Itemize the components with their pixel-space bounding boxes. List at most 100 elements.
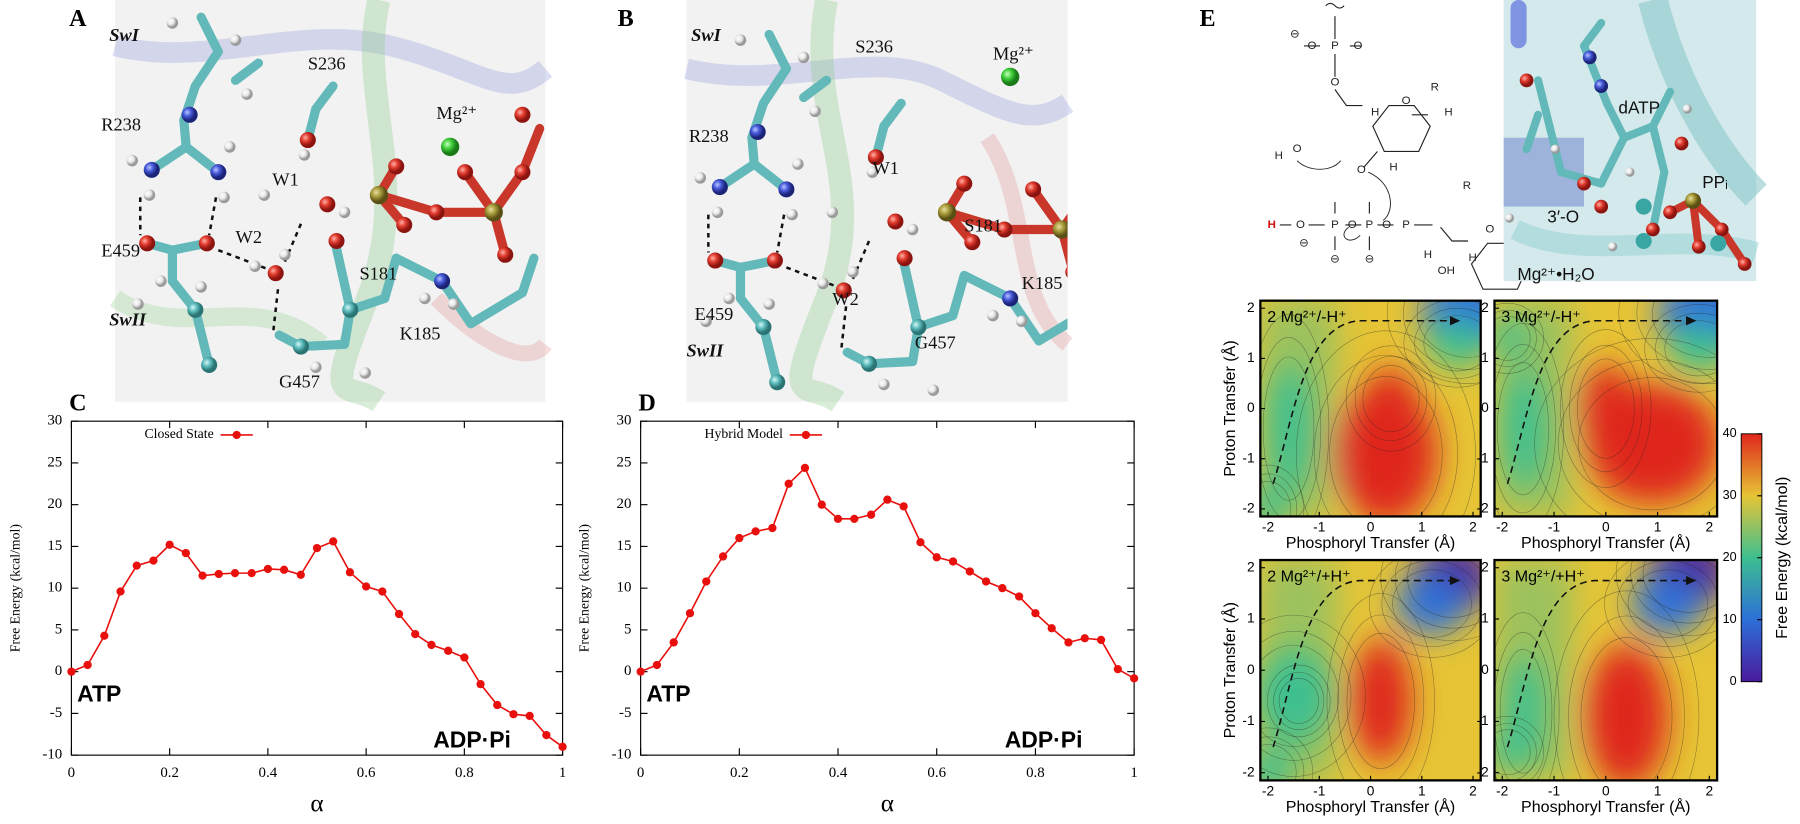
hydrogen-atom <box>987 309 999 322</box>
colorbar-tick-label: 0 <box>1730 674 1737 688</box>
water-label: W2 <box>236 227 263 247</box>
pathway-arrow <box>1506 579 1687 748</box>
hydrogen-atom <box>229 34 242 46</box>
data-point <box>263 564 273 574</box>
bond <box>942 207 1010 235</box>
bond <box>1579 18 1606 50</box>
y-tick-label: -2 <box>1476 764 1488 779</box>
surface-blob <box>1667 323 1718 374</box>
contour-line <box>1260 644 1340 747</box>
scheme-atom: H <box>1268 219 1276 231</box>
data-point <box>932 553 941 562</box>
contour-line <box>1494 323 1564 517</box>
hydrogen-atom <box>359 367 371 379</box>
contour-line <box>1260 727 1314 781</box>
y-tick-label: 1 <box>1247 611 1255 626</box>
hydrogen-atom <box>711 206 724 219</box>
y-tick-label: 15 <box>47 538 62 554</box>
contour-line <box>1260 481 1291 517</box>
nitrogen-atom <box>434 273 451 290</box>
data-point <box>866 510 876 519</box>
x-tick-label: 1 <box>1654 520 1662 535</box>
data-point <box>817 500 826 509</box>
y-tick-label: 0 <box>1247 662 1255 677</box>
data-point <box>998 584 1007 593</box>
molecule-a <box>126 12 545 379</box>
oxygen-atom <box>707 252 724 269</box>
surface-blob <box>1396 572 1468 635</box>
legend-label: Hybrid Model <box>705 426 784 441</box>
bond <box>1034 318 1068 346</box>
hydrogen-atom <box>166 17 179 29</box>
x-tick-label: 0.2 <box>730 765 749 781</box>
y-tick-label: 25 <box>617 454 632 470</box>
bond <box>1597 133 1629 188</box>
hydrogen-atom <box>1550 144 1560 154</box>
bond <box>1648 87 1675 131</box>
panel-label: E <box>1200 6 1216 32</box>
contour-surface <box>1494 300 1718 517</box>
scheme-atom: R <box>1431 81 1439 93</box>
oxygen-atom <box>1082 181 1098 197</box>
contour-line <box>1664 320 1718 377</box>
pathway-arrowhead <box>1686 575 1697 586</box>
oxygen-atom <box>457 164 474 181</box>
data-point <box>493 700 502 710</box>
active-site-image <box>1503 0 1767 282</box>
scheme-atom: P <box>1331 219 1339 231</box>
bond <box>190 47 223 91</box>
y-tick-label: -10 <box>42 747 62 763</box>
plot-frame <box>70 420 564 756</box>
oxygen-atom <box>1519 73 1534 88</box>
contour-line <box>1644 304 1718 393</box>
colorbar-label: Free Energy (kcal/mol) <box>1773 477 1791 639</box>
data-point <box>83 660 92 670</box>
carbon-atom <box>342 301 359 318</box>
legend-label: Closed State <box>144 426 213 441</box>
contour-line <box>1403 300 1481 370</box>
contour-line <box>1494 302 1544 374</box>
oxygen-atom <box>1674 136 1689 151</box>
data-point <box>883 495 892 504</box>
scheme-atom: O <box>1308 40 1317 52</box>
surface-blobs <box>1494 560 1718 781</box>
data-point <box>636 667 645 676</box>
x-tick-label: 0.8 <box>455 765 474 781</box>
carbon-atom <box>860 355 878 372</box>
x-tick-label: 0 <box>637 765 644 781</box>
structure-label: dATP <box>1618 98 1660 118</box>
contour-line <box>1414 307 1481 379</box>
surface-blob <box>1585 644 1668 781</box>
oxygen-atom <box>1737 257 1752 271</box>
data-point <box>394 609 404 619</box>
x-tick-label: 0.6 <box>927 765 946 781</box>
contour-line <box>1260 464 1305 517</box>
hydrogen-bond <box>851 240 871 280</box>
ion-label: Mg²⁺ <box>993 43 1034 63</box>
hydrogen-atom <box>258 189 270 201</box>
data-point <box>1047 624 1056 633</box>
residue-label: SwII <box>109 310 147 330</box>
oxygen-atom <box>1714 222 1729 237</box>
phosphorus-atom <box>937 203 957 222</box>
y-tick-label: 10 <box>47 580 62 596</box>
y-tick-label: 20 <box>47 496 62 512</box>
x-tick-label: 2 <box>1706 520 1714 535</box>
hydrogen-atom <box>786 208 798 221</box>
data-point <box>361 582 371 591</box>
scheme-atom: ⊖ <box>1299 237 1309 249</box>
x-tick-label: 1 <box>1654 784 1662 799</box>
bond <box>196 12 223 57</box>
carbon-atom <box>292 338 309 355</box>
surface-blob <box>1365 368 1417 429</box>
hydrogen-atom <box>195 281 207 293</box>
nitrogen-atom <box>1002 290 1019 307</box>
hydrogen-atom <box>218 191 230 204</box>
hydrogen-atom <box>310 361 322 373</box>
x-tick-label: -2 <box>1496 784 1508 799</box>
contour-line <box>1345 345 1437 452</box>
data-point <box>800 463 810 473</box>
hydrogen-atom <box>338 206 351 219</box>
hydrogen-bond <box>840 306 848 348</box>
data-point <box>652 660 662 670</box>
